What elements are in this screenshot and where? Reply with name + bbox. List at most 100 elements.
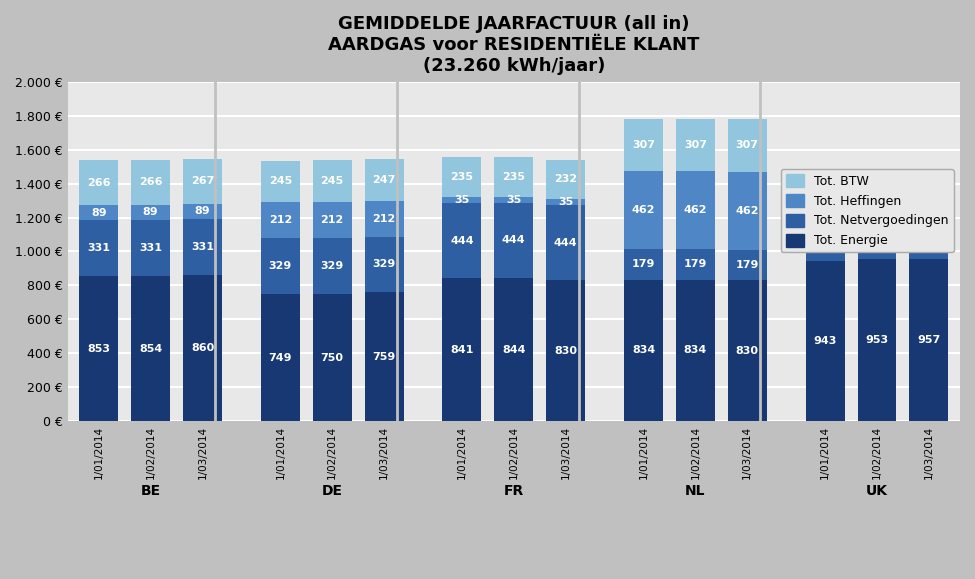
Bar [443,197,482,203]
Bar [313,294,352,421]
Bar [494,197,533,203]
Text: 841: 841 [450,345,474,355]
Text: 14: 14 [817,203,833,213]
Text: 853: 853 [87,344,110,354]
Bar [727,280,766,421]
Bar [183,275,222,421]
Text: 266: 266 [138,177,163,188]
Text: 235: 235 [502,172,526,182]
Bar [183,159,222,204]
Text: 235: 235 [450,172,474,182]
Text: 834: 834 [632,346,655,356]
Text: 830: 830 [736,346,759,356]
Text: 179: 179 [683,259,707,269]
Text: 266: 266 [87,178,110,188]
Text: 462: 462 [632,205,655,215]
Bar [494,278,533,421]
Bar [365,159,404,200]
Bar [443,157,482,197]
Text: 308: 308 [866,228,888,239]
Text: 750: 750 [321,353,344,362]
Bar [313,202,352,238]
Text: 35: 35 [506,195,522,204]
Text: 247: 247 [372,175,396,185]
Text: 329: 329 [321,261,344,271]
Text: 830: 830 [554,346,577,356]
Text: DE: DE [322,484,343,498]
Bar [132,220,170,276]
Text: 63: 63 [817,197,833,207]
Bar [910,193,949,204]
Text: 179: 179 [735,260,759,270]
Text: 232: 232 [554,174,577,184]
Text: 64: 64 [921,193,937,203]
Text: 307: 307 [632,140,655,150]
Bar [79,276,118,421]
Bar [910,204,949,206]
Bar [727,119,766,171]
Bar [858,205,896,207]
Bar [494,157,533,197]
Bar [624,249,663,280]
Text: 860: 860 [191,343,214,353]
Bar [858,207,896,259]
Text: 943: 943 [813,336,837,346]
Text: 462: 462 [735,206,759,216]
Text: 245: 245 [321,176,344,186]
Bar [910,206,949,259]
Bar [79,160,118,205]
Bar [858,259,896,421]
Text: 444: 444 [502,235,526,245]
Bar [546,205,585,280]
Bar [183,219,222,275]
Bar [805,207,844,210]
Text: 64: 64 [869,195,885,204]
Bar [365,236,404,292]
Text: 212: 212 [372,214,396,223]
Text: 89: 89 [91,208,106,218]
Bar [546,280,585,421]
Bar [858,194,896,205]
Title: GEMIDDELDE JAARFACTUUR (all in)
AARDGAS voor RESIDENTIËLE KLANT
(23.260 kWh/jaar: GEMIDDELDE JAARFACTUUR (all in) AARDGAS … [329,15,699,75]
Text: 953: 953 [866,335,888,345]
Bar [183,204,222,219]
Text: 331: 331 [191,242,214,252]
Text: 329: 329 [269,261,292,271]
Bar [624,171,663,249]
Text: UK: UK [866,484,888,498]
Bar [910,259,949,421]
Bar [676,249,715,280]
Text: 462: 462 [683,205,707,215]
Text: 212: 212 [321,215,344,225]
Text: 444: 444 [450,236,474,245]
Bar [624,280,663,421]
Bar [261,294,299,421]
Bar [494,203,533,278]
Text: 834: 834 [683,346,707,356]
Text: 749: 749 [268,353,292,362]
Text: 331: 331 [87,243,110,254]
Legend: Tot. BTW, Tot. Heffingen, Tot. Netvergoedingen, Tot. Energie: Tot. BTW, Tot. Heffingen, Tot. Netvergoe… [781,169,954,252]
Text: FR: FR [504,484,524,498]
Text: 14: 14 [869,201,884,211]
Text: 245: 245 [269,177,292,186]
Bar [443,278,482,421]
Bar [132,160,170,205]
Bar [313,238,352,294]
Bar [79,205,118,220]
Bar [261,238,299,294]
Bar [676,280,715,421]
Text: 844: 844 [502,345,526,354]
Bar [805,261,844,421]
Text: 212: 212 [269,215,292,225]
Text: 35: 35 [454,195,470,205]
Bar [727,171,766,250]
Bar [261,202,299,238]
Bar [546,199,585,205]
Text: 759: 759 [372,352,396,362]
Text: 179: 179 [632,259,655,269]
Bar [443,203,482,278]
Text: 854: 854 [139,344,162,354]
Bar [365,200,404,236]
Bar [805,210,844,261]
